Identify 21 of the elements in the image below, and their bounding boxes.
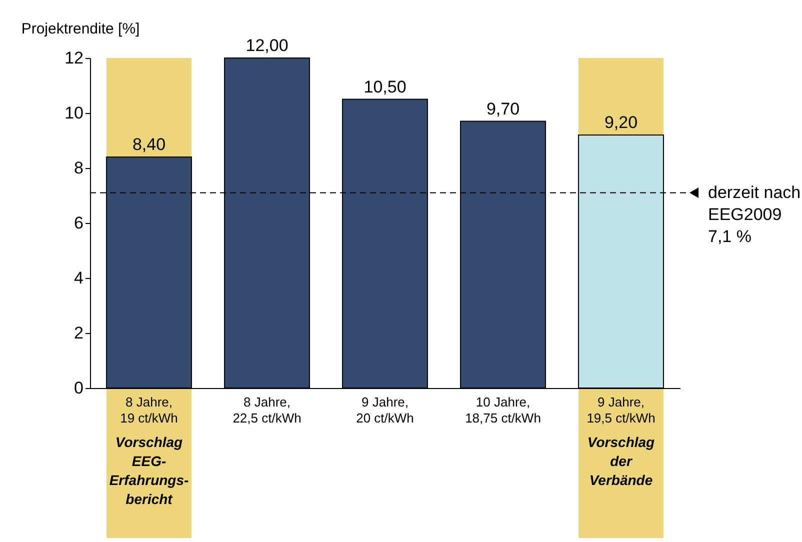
y-tick-label: 8 [74, 158, 84, 178]
y-tick-label: 6 [74, 214, 84, 232]
data-label: 8,40 [132, 135, 166, 154]
data-label: 10,50 [364, 77, 406, 96]
data-label: 9,70 [486, 99, 520, 118]
x-tick-label: 10 Jahre, 18,75 ct/kWh [465, 394, 541, 426]
y-tick-label: 2 [74, 324, 84, 342]
y-tick-label: 10 [64, 104, 84, 122]
data-label: 12,00 [246, 36, 288, 55]
x-tick-label: 8 Jahre, 22,5 ct/kWh [232, 394, 302, 426]
legend-label: derzeit nach EEG2009 7,1 % [708, 182, 801, 246]
y-tick-label: 4 [74, 268, 84, 288]
data-label: 9,20 [604, 113, 638, 132]
x-tick-label: 9 Jahre, 20 ct/kWh [356, 394, 414, 426]
band-label: Vorschlag der Verbände [587, 434, 656, 488]
y-axis-title: Projektrendite [%] [21, 20, 140, 38]
band-label: Vorschlag EEG- Erfahrungs- bericht [109, 434, 190, 507]
y-tick-label: 0 [74, 378, 84, 398]
x-tick-label: 9 Jahre, 19,5 ct/kWh [586, 394, 656, 426]
x-tick-label: 8 Jahre, 19 ct/kWh [120, 394, 178, 426]
y-tick-label: 12 [64, 48, 84, 68]
